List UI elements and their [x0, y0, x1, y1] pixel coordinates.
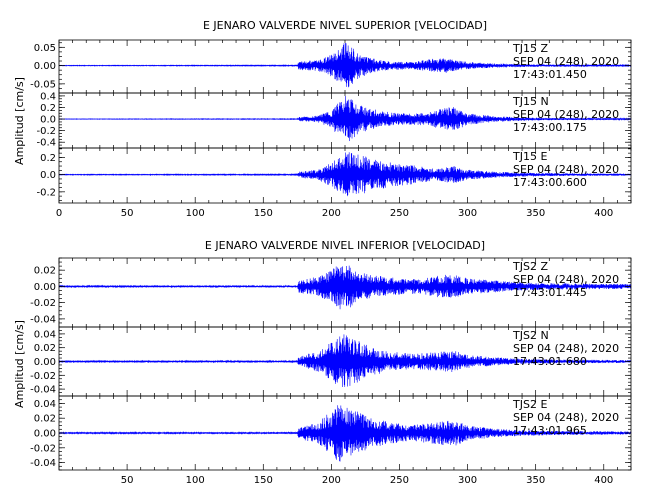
y-tick-label: 0.00 — [34, 429, 56, 440]
record-time-label: 17:43:01.450 — [513, 68, 587, 81]
y-tick-label: -0.02 — [30, 443, 56, 454]
x-tick-label: 350 — [526, 475, 545, 486]
y-tick-label: 0.02 — [34, 266, 56, 277]
record-date-label: SEP 04 (248), 2020 — [513, 411, 619, 424]
x-tick-label: 100 — [186, 475, 205, 486]
y-tick-label: 0.4 — [40, 91, 56, 102]
y-axis-label: Amplitud [cm/s] — [13, 320, 26, 408]
x-tick-label: 200 — [322, 208, 341, 219]
chart-title: E JENARO VALVERDE NIVEL SUPERIOR [VELOCI… — [203, 19, 487, 32]
record-date-label: SEP 04 (248), 2020 — [513, 163, 619, 176]
y-tick-label: -0.04 — [30, 385, 56, 396]
record-date-label: SEP 04 (248), 2020 — [513, 342, 619, 355]
y-axis-label: Amplitud [cm/s] — [13, 77, 26, 165]
y-tick-label: 0.00 — [34, 357, 56, 368]
panel-TJ15-E — [58, 147, 632, 204]
y-tick-label: 0.04 — [34, 399, 56, 410]
panel-TJS2-Z — [58, 257, 632, 328]
y-tick-label: -0.2 — [36, 126, 56, 137]
station-component-label: TJ15 N — [512, 95, 549, 108]
seismic-trace — [58, 43, 632, 88]
x-tick-label: 400 — [594, 475, 613, 486]
record-time-label: 17:43:01.680 — [513, 355, 587, 368]
y-tick-label: -0.05 — [30, 79, 56, 90]
y-tick-label: 0.2 — [40, 153, 56, 164]
y-tick-label: 0.00 — [34, 282, 56, 293]
record-date-label: SEP 04 (248), 2020 — [513, 273, 619, 286]
y-tick-label: -0.02 — [30, 298, 56, 309]
record-time-label: 17:43:01.445 — [513, 286, 587, 299]
x-tick-label: 200 — [322, 475, 341, 486]
x-tick-label: 250 — [390, 475, 409, 486]
y-tick-label: 0.2 — [40, 103, 56, 114]
y-tick-label: 0.05 — [34, 43, 56, 54]
y-tick-label: 0.02 — [34, 414, 56, 425]
x-tick-label: 250 — [390, 208, 409, 219]
x-tick-label: 400 — [594, 208, 613, 219]
y-tick-label: -0.02 — [30, 371, 56, 382]
station-component-label: TJS2 Z — [512, 260, 548, 273]
y-tick-label: -0.04 — [30, 314, 56, 325]
y-tick-label: 0.00 — [34, 61, 56, 72]
x-tick-label: 50 — [121, 208, 134, 219]
y-tick-label: -0.4 — [36, 138, 56, 149]
record-date-label: SEP 04 (248), 2020 — [513, 108, 619, 121]
chart-title: E JENARO VALVERDE NIVEL INFERIOR [VELOCI… — [205, 239, 485, 252]
y-tick-label: -0.2 — [36, 187, 56, 198]
x-tick-label: 150 — [254, 475, 273, 486]
record-date-label: SEP 04 (248), 2020 — [513, 55, 619, 68]
y-tick-label: 0.0 — [40, 170, 56, 181]
seismic-trace — [58, 152, 632, 197]
station-component-label: TJ15 Z — [512, 42, 548, 55]
x-tick-label: 350 — [526, 208, 545, 219]
record-time-label: 17:43:01.965 — [513, 424, 587, 437]
y-tick-label: 0.02 — [34, 343, 56, 354]
record-time-label: 17:43:00.175 — [513, 121, 587, 134]
station-component-label: TJS2 E — [512, 398, 547, 411]
x-tick-label: 0 — [56, 208, 62, 219]
record-time-label: 17:43:00.600 — [513, 176, 587, 189]
seismic-trace — [58, 334, 632, 387]
station-component-label: TJ15 E — [512, 150, 547, 163]
y-tick-label: -0.04 — [30, 458, 56, 469]
panel-TJS2-E — [58, 395, 632, 471]
x-tick-label: 300 — [458, 208, 477, 219]
x-tick-label: 150 — [254, 208, 273, 219]
x-tick-label: 50 — [121, 475, 134, 486]
x-tick-label: 300 — [458, 475, 477, 486]
seismic-trace — [58, 405, 632, 462]
y-tick-label: 0.04 — [34, 329, 56, 340]
y-tick-label: 0.0 — [40, 115, 56, 126]
seismic-trace — [58, 265, 632, 310]
station-component-label: TJS2 N — [512, 329, 549, 342]
seismic-trace — [58, 95, 632, 142]
x-tick-label: 100 — [186, 208, 205, 219]
